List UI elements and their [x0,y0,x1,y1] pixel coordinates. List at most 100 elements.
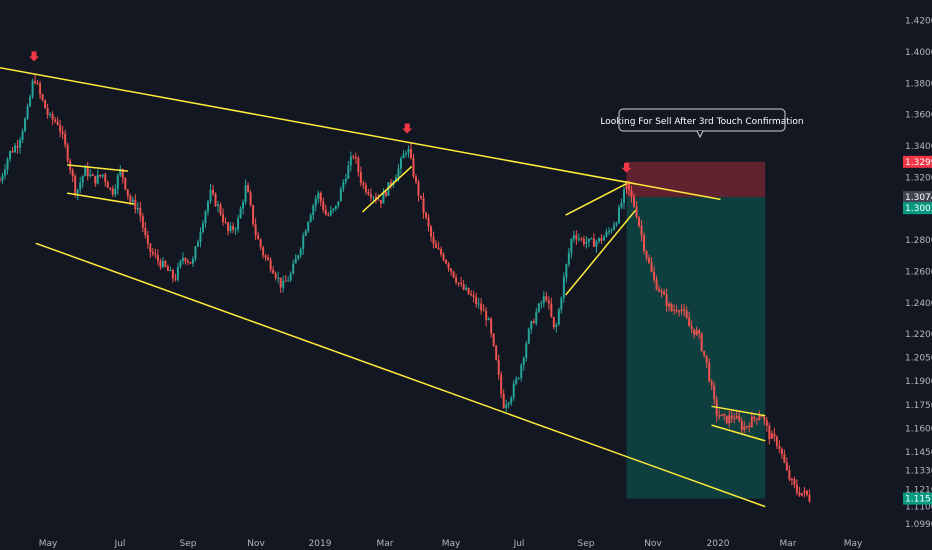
candle-body [114,188,117,195]
y-tick-label: 1.13300 [905,467,932,477]
candle-body [194,246,197,260]
candle-body [800,493,803,496]
candle-body [1,175,4,181]
candle-body [184,258,187,262]
take-profit-zone [626,197,766,499]
candle-body [51,114,54,120]
candle-body [475,296,478,305]
candle-body [487,318,490,321]
position-tool[interactable] [626,161,766,499]
candle-body [64,133,67,145]
candle-body [675,309,678,312]
candle-body [577,238,580,240]
y-tick-label: 1.22000 [905,330,932,340]
candle-body [515,378,518,384]
candle-body [550,303,553,317]
lower-channel-line[interactable] [35,242,766,508]
annotation-callout[interactable]: Looking For Sell After 3rd Touch Confirm… [600,108,804,139]
candle-body [485,310,488,321]
candle-body [490,318,493,334]
candle-body [482,310,485,312]
candle-body [199,231,202,242]
candle-body [552,316,555,328]
candle-body [673,309,676,311]
candle-body [590,238,593,240]
candle-body [16,145,19,148]
candle-body [678,311,681,313]
candle-body [249,192,252,206]
candle-body [447,263,450,269]
candle-body [658,289,661,292]
candle-body [84,166,87,177]
candle-body [773,433,776,437]
y-tick-label: 1.12100 [905,485,932,495]
candle-body [710,381,713,386]
candle-body [660,291,663,293]
flag-4-top[interactable] [711,405,766,417]
candle-body [417,181,420,196]
candle-body [467,287,470,295]
candle-body [334,205,337,209]
candle-body [217,204,220,207]
candle-body [229,225,232,232]
trendlines-layer[interactable] [0,66,766,508]
candle-body [685,310,688,318]
candle-body [297,255,300,259]
candle-body [242,201,245,209]
candle-body [264,255,267,258]
annotation-text: Looking For Sell After 3rd Touch Confirm… [600,117,803,127]
candle-body [169,269,172,271]
candle-body [770,433,773,439]
candle-body [465,287,468,290]
candle-body [617,207,620,223]
x-tick-label: Nov [247,539,265,549]
candle-body [252,205,255,225]
candle-body [96,174,99,184]
candle-body [342,181,345,189]
candle-body [11,151,14,153]
candle-body [768,425,771,439]
candle-body [708,362,711,382]
candle-body [364,185,367,193]
price-badge [903,202,932,215]
candle-body [648,257,651,263]
candle-body [59,124,62,132]
flag-4-bottom[interactable] [711,424,766,442]
candle-body [432,236,435,244]
flag-1-bottom[interactable] [67,192,135,205]
wedge-3-bottom[interactable] [565,209,637,296]
upper-channel-line[interactable] [0,66,721,201]
candle-body [129,195,132,202]
candle-body [545,296,548,301]
candle-body [452,271,455,278]
candle-body [389,182,392,186]
wedge-3-top[interactable] [565,183,627,216]
candle-body [472,295,475,297]
candle-body [730,415,733,419]
x-axis[interactable]: May Jul Sep Nov 2019 Mar May Jul Sep Nov 2020 Mar Ma… [39,539,863,549]
candle-body [21,131,24,140]
candle-body [693,328,696,335]
candle-body [89,174,92,177]
candle-body [46,108,49,115]
candle-body [527,328,530,344]
candle-body [71,169,74,176]
candle-body [703,350,706,356]
candle-body [542,296,545,304]
y-axis[interactable]: 1.42000 1.40000 1.38000 1.36000 1.34000 1.320… [905,17,932,530]
candle-body [189,262,192,264]
candle-body [720,414,723,417]
candle-body [352,156,355,158]
candle-body [382,192,385,204]
candle-body [54,119,57,122]
candle-body [665,294,668,307]
candle-body [610,229,613,232]
candle-body [743,426,746,431]
wedge-2[interactable] [361,165,413,213]
flag-1-top[interactable] [67,164,129,172]
candle-body [427,217,430,227]
candle-body [397,168,400,178]
candle-body [267,257,270,261]
